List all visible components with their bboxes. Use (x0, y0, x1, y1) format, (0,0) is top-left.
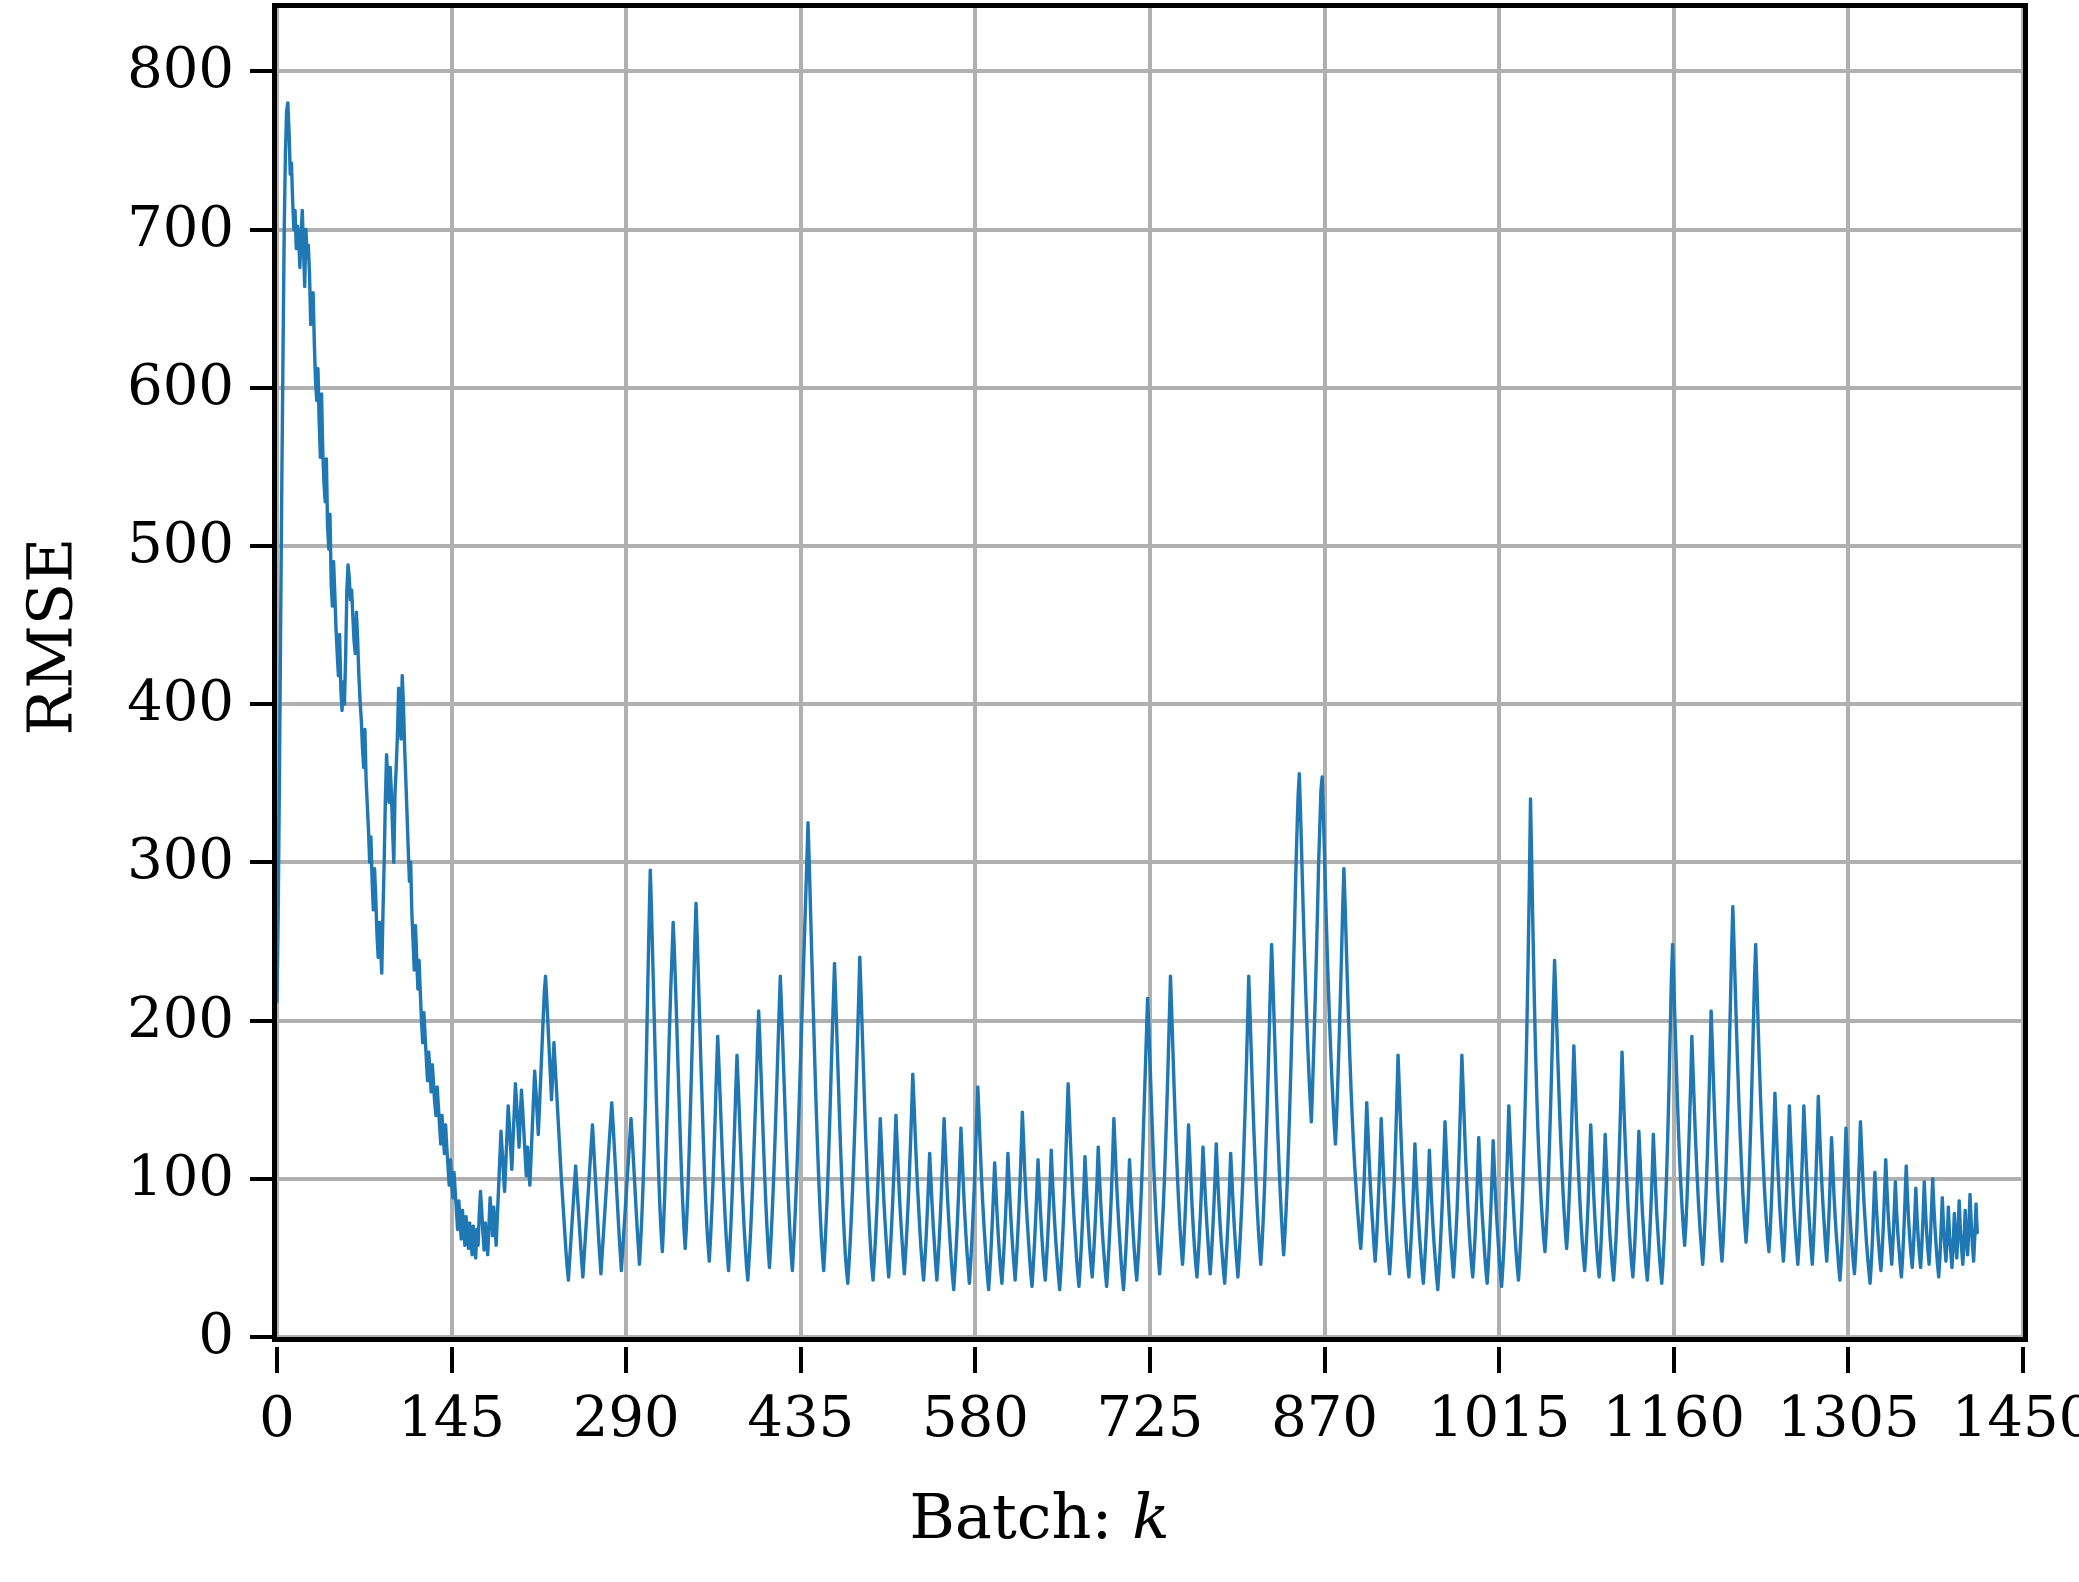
gridline-vertical (798, 8, 803, 1337)
gridline-vertical (1148, 8, 1152, 1337)
x-tick-label: 1450 (1951, 1385, 2079, 1450)
y-tick-label: 0 (198, 1302, 234, 1367)
gridline-horizontal (277, 1176, 2023, 1181)
gridline-horizontal (277, 227, 2023, 232)
x-tick-label: 145 (398, 1385, 506, 1450)
x-tick-mark (449, 1347, 454, 1373)
x-tick-mark (1148, 1347, 1152, 1373)
x-tick-label: 580 (921, 1385, 1029, 1450)
y-tick-label: 700 (127, 194, 234, 260)
x-tick-label: 1305 (1777, 1385, 1920, 1450)
y-axis-title: RMSE (13, 537, 87, 736)
x-axis-title-symbol: k (1132, 1480, 1170, 1553)
x-tick-label: 1160 (1602, 1385, 1746, 1450)
x-tick-mark (798, 1347, 803, 1373)
x-tick-mark (624, 1347, 629, 1373)
x-tick-mark (1497, 1347, 1502, 1373)
gridline-horizontal (277, 1335, 2023, 1337)
x-tick-mark (973, 1347, 978, 1373)
plot-area (272, 3, 2028, 1342)
y-tick-label: 500 (127, 510, 234, 576)
y-tick-mark (250, 69, 272, 74)
gridline-vertical (1846, 8, 1851, 1337)
gridline-vertical (624, 8, 629, 1337)
x-tick-mark (275, 1347, 279, 1373)
gridline-horizontal (277, 702, 2023, 707)
data-series-rmse (277, 8, 2023, 1337)
gridline-horizontal (277, 543, 2023, 548)
gridline-vertical (1671, 8, 1676, 1337)
y-tick-mark (250, 1018, 272, 1023)
y-tick-mark (250, 543, 272, 548)
y-tick-label: 200 (127, 985, 234, 1051)
y-tick-mark (250, 1176, 272, 1181)
y-tick-mark (250, 1335, 272, 1339)
x-tick-mark (1322, 1347, 1327, 1373)
gridline-vertical (1322, 8, 1327, 1337)
y-tick-label: 600 (127, 352, 234, 418)
gridline-horizontal (277, 69, 2023, 74)
y-tick-label: 300 (127, 827, 234, 893)
y-tick-mark (250, 227, 272, 232)
x-tick-label: 725 (1096, 1385, 1204, 1450)
x-tick-label: 870 (1271, 1385, 1379, 1450)
gridline-vertical (277, 8, 279, 1337)
y-tick-mark (250, 702, 272, 707)
gridline-vertical (2021, 8, 2023, 1337)
x-tick-mark (1846, 1347, 1851, 1373)
x-tick-label: 0 (259, 1385, 295, 1450)
x-axis-title-prefix: Batch: (909, 1480, 1113, 1553)
gridline-horizontal (277, 385, 2023, 390)
x-tick-mark (2021, 1347, 2025, 1373)
y-tick-mark (250, 385, 272, 390)
x-tick-label: 435 (747, 1385, 855, 1450)
x-axis-title: Batch: k (0, 1480, 2079, 1553)
x-tick-label: 1015 (1427, 1385, 1571, 1450)
gridline-vertical (1497, 8, 1502, 1337)
x-tick-label: 290 (572, 1385, 680, 1450)
y-tick-label: 400 (127, 669, 234, 735)
gridline-horizontal (277, 860, 2023, 865)
gridline-vertical (973, 8, 978, 1337)
y-tick-mark (250, 860, 272, 865)
x-tick-mark (1671, 1347, 1676, 1373)
y-tick-label: 800 (127, 36, 234, 102)
y-tick-label: 100 (127, 1143, 234, 1209)
gridline-vertical (449, 8, 454, 1337)
